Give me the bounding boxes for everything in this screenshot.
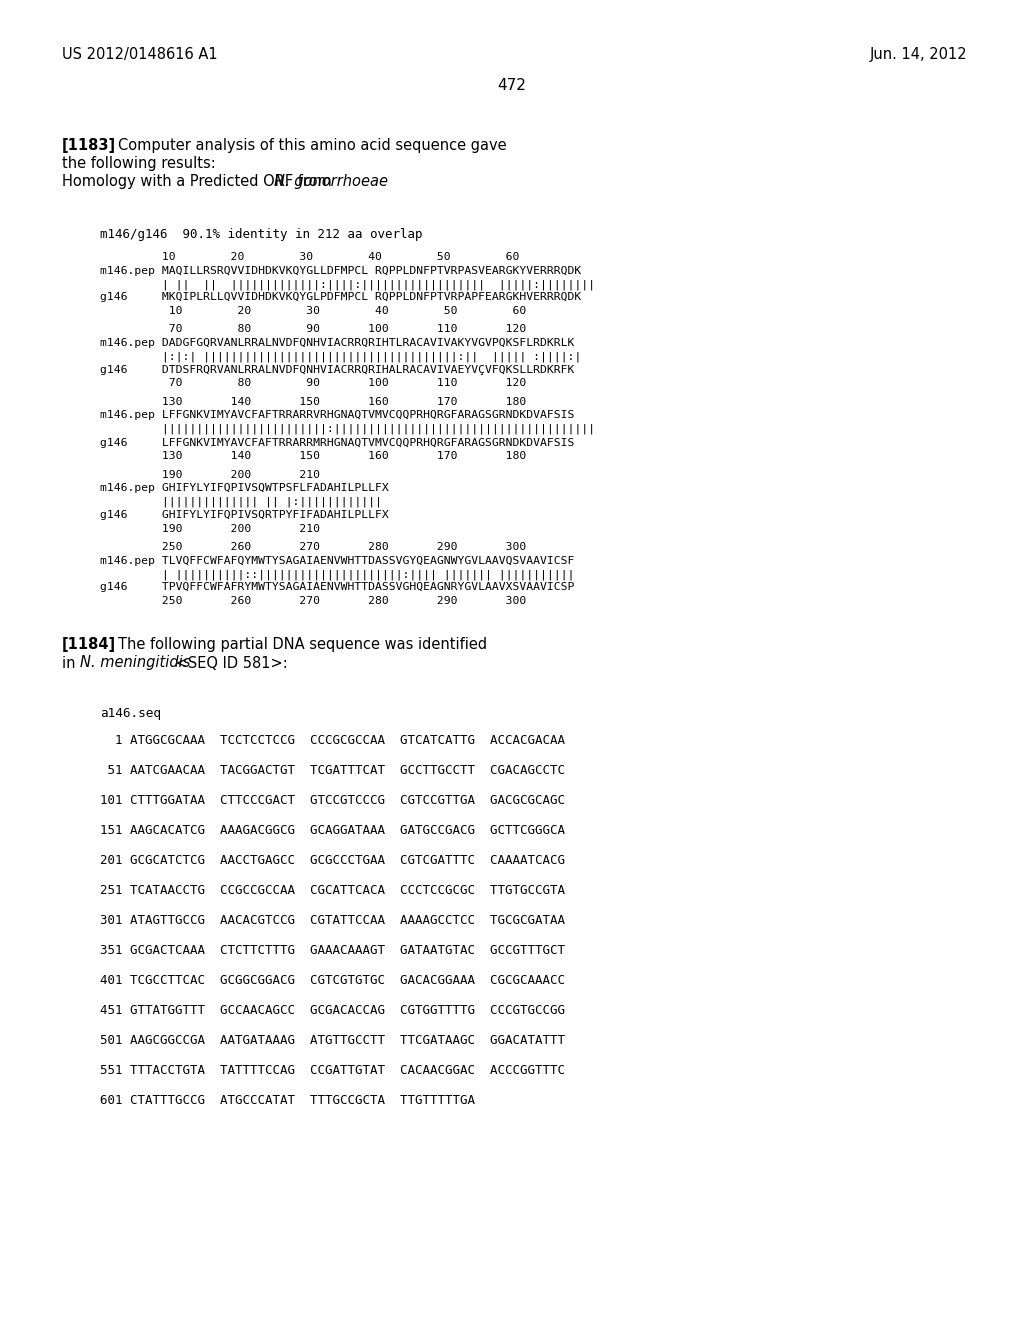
Text: g146     GHIFYLYIFQPIVSQRTPYFIFADAHILPLLFX: g146 GHIFYLYIFQPIVSQRTPYFIFADAHILPLLFX [100,510,389,520]
Text: g146     LFFGNKVIMYAVCFAFTRRARRMRHGNAQTVMVCQQPRHQRGFARAGSGRNDKDVAFSIS: g146 LFFGNKVIMYAVCFAFTRRARRMRHGNAQTVMVCQ… [100,437,574,447]
Text: 70        80        90       100       110       120: 70 80 90 100 110 120 [100,325,526,334]
Text: N. gonorrhoeae: N. gonorrhoeae [273,174,388,189]
Text: [1184]: [1184] [62,638,116,652]
Text: 10        20        30        40        50        60: 10 20 30 40 50 60 [100,306,526,315]
Text: the following results:: the following results: [62,156,216,172]
Text: 101 CTTTGGATAA  CTTCCCGACT  GTCCGTCCCG  CGTCCGTTGA  GACGCGCAGC: 101 CTTTGGATAA CTTCCCGACT GTCCGTCCCG CGT… [100,793,565,807]
Text: 601 CTATTTGCCG  ATGCCCATAT  TTTGCCGCTA  TTGTTTTTGA: 601 CTATTTGCCG ATGCCCATAT TTTGCCGCTA TTG… [100,1093,475,1106]
Text: g146     DTDSFRQRVANLRRALNVDFQNHVIACRRQRIHALRACAVIVAEYVÇVFQKSLLRDKRFK: g146 DTDSFRQRVANLRRALNVDFQNHVIACRRQRIHAL… [100,366,574,375]
Text: ||||||||||||||||||||||||:||||||||||||||||||||||||||||||||||||||: ||||||||||||||||||||||||:|||||||||||||||… [100,424,595,434]
Text: 250       260       270       280       290       300: 250 260 270 280 290 300 [100,597,526,606]
Text: 250       260       270       280       290       300: 250 260 270 280 290 300 [100,543,526,552]
Text: m146/g146  90.1% identity in 212 aa overlap: m146/g146 90.1% identity in 212 aa overl… [100,228,423,242]
Text: m146.pep GHIFYLYIFQPIVSQWTPSFLFADAHILPLLFX: m146.pep GHIFYLYIFQPIVSQWTPSFLFADAHILPLL… [100,483,389,492]
Text: g146     MKQIPLRLLQVVIDHDKVKQYGLPDFMPCL RQPPLDNFPTVRPAPFEARGKHVERRRQDK: g146 MKQIPLRLLQVVIDHDKVKQYGLPDFMPCL RQPP… [100,293,582,302]
Text: 551 TTTACCTGTA  TATTTTCCAG  CCGATTGTAT  CACAACGGAC  ACCCGGTTTC: 551 TTTACCTGTA TATTTTCCAG CCGATTGTAT CAC… [100,1064,565,1077]
Text: | ||||||||||::|||||||||||||||||||||:|||| ||||||| |||||||||||: | ||||||||||::|||||||||||||||||||||:||||… [100,569,574,579]
Text: in: in [62,656,80,671]
Text: 130       140       150       160       170       180: 130 140 150 160 170 180 [100,451,526,461]
Text: 151 AAGCACATCG  AAAGACGGCG  GCAGGATAAA  GATGCCGACG  GCTTCGGGCA: 151 AAGCACATCG AAAGACGGCG GCAGGATAAA GAT… [100,824,565,837]
Text: m146.pep MAQILLRSRQVVIDHDKVKQYGLLDFMPCL RQPPLDNFPTVRPASVEARGKYVERRRQDK: m146.pep MAQILLRSRQVVIDHDKVKQYGLLDFMPCL … [100,265,582,276]
Text: The following partial DNA sequence was identified: The following partial DNA sequence was i… [118,638,487,652]
Text: Jun. 14, 2012: Jun. 14, 2012 [870,48,968,62]
Text: N. meningitidis: N. meningitidis [80,656,190,671]
Text: 201 GCGCATCTCG  AACCTGAGCC  GCGCCCTGAA  CGTCGATTTC  CAAAATCACG: 201 GCGCATCTCG AACCTGAGCC GCGCCCTGAA CGT… [100,854,565,866]
Text: m146.pep TLVQFFCWFAFQYMWTYSAGAIAENVWHTTDASSVGYQEAGNWYGVLAAVQSVAAVICSF: m146.pep TLVQFFCWFAFQYMWTYSAGAIAENVWHTTD… [100,556,574,565]
Text: m146.pep LFFGNKVIMYAVCFAFTRRARRVRHGNAQTVMVCQQPRHQRGFARAGSGRNDKDVAFSIS: m146.pep LFFGNKVIMYAVCFAFTRRARRVRHGNAQTV… [100,411,574,421]
Text: <SEQ ID 581>:: <SEQ ID 581>: [171,656,288,671]
Text: | ||  ||  |||||||||||||:||||:||||||||||||||||||  |||||:||||||||: | || || |||||||||||||:||||:|||||||||||||… [100,279,595,289]
Text: 51 AATCGAACAA  TACGGACTGT  TCGATTTCAT  GCCTTGCCTT  CGACAGCCTC: 51 AATCGAACAA TACGGACTGT TCGATTTCAT GCCT… [100,763,565,776]
Text: 501 AAGCGGCCGA  AATGATAAAG  ATGTTGCCTT  TTCGATAAGC  GGACATATTT: 501 AAGCGGCCGA AATGATAAAG ATGTTGCCTT TTC… [100,1034,565,1047]
Text: 10        20        30        40        50        60: 10 20 30 40 50 60 [100,252,519,261]
Text: 251 TCATAACCTG  CCGCCGCCAA  CGCATTCACA  CCCTCCGCGC  TTGTGCCGTA: 251 TCATAACCTG CCGCCGCCAA CGCATTCACA CCC… [100,883,565,896]
Text: |||||||||||||| || |:||||||||||||: |||||||||||||| || |:|||||||||||| [100,496,382,507]
Text: 190       200       210: 190 200 210 [100,524,319,533]
Text: 70        80        90       100       110       120: 70 80 90 100 110 120 [100,379,526,388]
Text: 301 ATAGTTGCCG  AACACGTCCG  CGTATTCCAA  AAAAGCCTCC  TGCGCGATAA: 301 ATAGTTGCCG AACACGTCCG CGTATTCCAA AAA… [100,913,565,927]
Text: Homology with a Predicted ORF from: Homology with a Predicted ORF from [62,174,336,189]
Text: 130       140       150       160       170       180: 130 140 150 160 170 180 [100,397,526,407]
Text: [1183]: [1183] [62,139,116,153]
Text: US 2012/0148616 A1: US 2012/0148616 A1 [62,48,218,62]
Text: 472: 472 [498,78,526,92]
Text: 1 ATGGCGCAAA  TCCTCCTCCG  CCCGCGCCAA  GTCATCATTG  ACCACGACAA: 1 ATGGCGCAAA TCCTCCTCCG CCCGCGCCAA GTCAT… [100,734,565,747]
Text: Computer analysis of this amino acid sequence gave: Computer analysis of this amino acid seq… [118,139,507,153]
Text: 190       200       210: 190 200 210 [100,470,319,479]
Text: 401 TCGCCTTCAC  GCGGCGGACG  CGTCGTGTGC  GACACGGAAA  CGCGCAAACC: 401 TCGCCTTCAC GCGGCGGACG CGTCGTGTGC GAC… [100,974,565,986]
Text: a146.seq: a146.seq [100,708,161,721]
Text: g146     TPVQFFCWFAFRYMWTYSAGAIAENVWHTTDASSVGHQEAGNRYGVLAAVXSVAAVICSP: g146 TPVQFFCWFAFRYMWTYSAGAIAENVWHTTDASSV… [100,582,574,593]
Text: |:|:| |||||||||||||||||||||||||||||||||||||:||  ||||| :||||:|: |:|:| ||||||||||||||||||||||||||||||||||… [100,351,582,362]
Text: m146.pep DADGFGQRVANLRRALNVDFQNHVIACRRQRIHTLRACAVIVAKYVGVPQKSFLRDKRLK: m146.pep DADGFGQRVANLRRALNVDFQNHVIACRRQR… [100,338,574,348]
Text: 451 GTTATGGTTT  GCCAACAGCC  GCGACACCAG  CGTGGTTTTG  CCCGTGCCGG: 451 GTTATGGTTT GCCAACAGCC GCGACACCAG CGT… [100,1003,565,1016]
Text: 351 GCGACTCAAA  CTCTTCTTTG  GAAACAAAGT  GATAATGTAC  GCCGTTTGCT: 351 GCGACTCAAA CTCTTCTTTG GAAACAAAGT GAT… [100,944,565,957]
